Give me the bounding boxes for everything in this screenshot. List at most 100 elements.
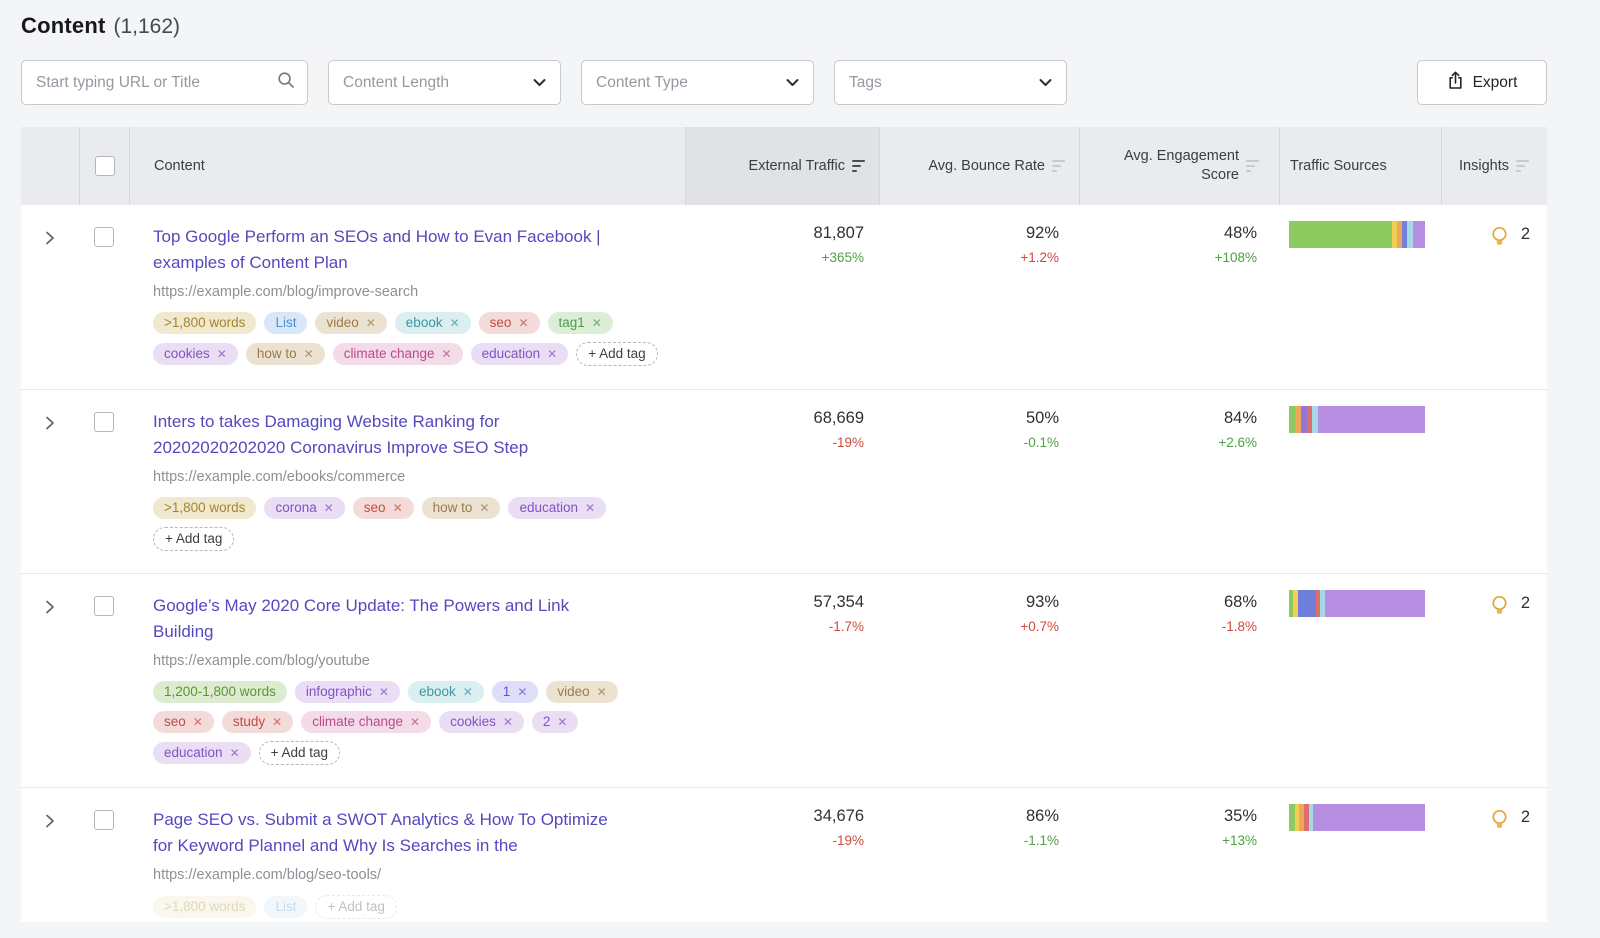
tag-label: >1,800 words: [164, 315, 245, 330]
remove-tag-icon[interactable]: ✕: [442, 347, 452, 361]
sort-icon[interactable]: [1516, 160, 1529, 173]
tag-pill[interactable]: how to✕: [422, 497, 501, 519]
remove-tag-icon[interactable]: ✕: [592, 316, 602, 330]
row-checkbox[interactable]: [94, 596, 114, 616]
sort-icon[interactable]: [852, 160, 865, 173]
remove-tag-icon[interactable]: ✕: [304, 347, 314, 361]
tag-pill[interactable]: how to✕: [246, 343, 325, 365]
traffic-value: 57,354: [685, 593, 864, 612]
add-tag-button[interactable]: + Add tag: [576, 342, 657, 366]
column-header-engagement-score[interactable]: Avg. Engagement Score: [1079, 127, 1279, 205]
tag-pill[interactable]: List: [264, 896, 307, 918]
tag-pill[interactable]: List: [264, 312, 307, 334]
remove-tag-icon[interactable]: ✕: [557, 715, 567, 729]
tag-label: ebook: [406, 315, 443, 330]
tag-pill[interactable]: video✕: [546, 681, 617, 703]
tag-pill[interactable]: climate change✕: [333, 343, 463, 365]
content-type-label: Content Type: [596, 74, 688, 92]
tag-pill[interactable]: 1✕: [492, 681, 539, 703]
column-header-bounce-rate[interactable]: Avg. Bounce Rate: [879, 127, 1079, 205]
tag-pill[interactable]: ebook ✕: [395, 312, 471, 334]
expand-row-icon[interactable]: [45, 230, 55, 389]
content-type-dropdown[interactable]: Content Type: [581, 60, 814, 105]
row-checkbox[interactable]: [94, 810, 114, 830]
page-title: Content: [21, 13, 106, 39]
tag-pill[interactable]: cookies✕: [439, 711, 524, 733]
select-all-checkbox[interactable]: [95, 156, 115, 176]
tags-dropdown[interactable]: Tags: [834, 60, 1067, 105]
remove-tag-icon[interactable]: ✕: [272, 715, 282, 729]
tag-pill[interactable]: seo✕: [479, 312, 540, 334]
remove-tag-icon[interactable]: ✕: [193, 715, 203, 729]
remove-tag-icon[interactable]: ✕: [324, 501, 334, 515]
insights-cell[interactable]: 2: [1441, 788, 1547, 922]
traffic-sources-cell: [1279, 788, 1441, 922]
remove-tag-icon[interactable]: ✕: [517, 685, 527, 699]
insights-cell[interactable]: 2: [1441, 205, 1547, 389]
traffic-change: +365%: [685, 250, 864, 265]
remove-tag-icon[interactable]: ✕: [393, 501, 403, 515]
engagement-score-cell: 84% +2.6%: [1079, 390, 1279, 573]
remove-tag-icon[interactable]: ✕: [479, 501, 489, 515]
expand-row-icon[interactable]: [45, 813, 55, 922]
search-box[interactable]: [21, 60, 308, 105]
remove-tag-icon[interactable]: ✕: [217, 347, 227, 361]
external-traffic-cell: 34,676 -19%: [685, 788, 879, 922]
expand-cell: [21, 788, 79, 922]
tag-pill[interactable]: >1,800 words: [153, 896, 256, 918]
select-cell: [79, 788, 129, 922]
sort-icon[interactable]: [1246, 160, 1259, 173]
column-label: Traffic Sources: [1290, 158, 1387, 174]
expand-row-icon[interactable]: [45, 415, 55, 573]
tag-pill[interactable]: tag1✕: [548, 312, 613, 334]
tag-pill[interactable]: >1,800 words: [153, 312, 256, 334]
insights-cell[interactable]: 2: [1441, 574, 1547, 787]
content-length-dropdown[interactable]: Content Length: [328, 60, 561, 105]
add-tag-button[interactable]: + Add tag: [315, 895, 396, 919]
remove-tag-icon[interactable]: ✕: [366, 316, 376, 330]
tag-pill[interactable]: video✕: [315, 312, 386, 334]
remove-tag-icon[interactable]: ✕: [463, 685, 473, 699]
tag-pill[interactable]: 1,200-1,800 words: [153, 681, 287, 703]
column-label: External Traffic: [749, 158, 845, 174]
tag-pill[interactable]: education✕: [508, 497, 606, 519]
expand-row-icon[interactable]: [45, 599, 55, 787]
tag-pill[interactable]: cookies✕: [153, 343, 238, 365]
tag-pill[interactable]: infographic✕: [295, 681, 400, 703]
tag-pill[interactable]: >1,800 words: [153, 497, 256, 519]
remove-tag-icon[interactable]: ✕: [597, 685, 607, 699]
export-button[interactable]: Export: [1417, 60, 1547, 105]
remove-tag-icon[interactable]: ✕: [230, 746, 240, 760]
tag-pill[interactable]: education✕: [471, 343, 569, 365]
sort-icon[interactable]: [1052, 160, 1065, 173]
column-header-insights[interactable]: Insights: [1441, 127, 1547, 205]
row-checkbox[interactable]: [94, 227, 114, 247]
tag-label: study: [233, 714, 265, 729]
add-tag-button[interactable]: + Add tag: [153, 527, 234, 551]
remove-tag-icon[interactable]: ✕: [410, 715, 420, 729]
tag-pill[interactable]: study ✕: [222, 711, 293, 733]
content-title-link[interactable]: Page SEO vs. Submit a SWOT Analytics & H…: [153, 807, 623, 859]
tag-pill[interactable]: ebook✕: [408, 681, 484, 703]
add-tag-button[interactable]: + Add tag: [259, 741, 340, 765]
search-input[interactable]: [36, 74, 277, 92]
remove-tag-icon[interactable]: ✕: [585, 501, 595, 515]
content-title-link[interactable]: Top Google Perform an SEOs and How to Ev…: [153, 224, 623, 276]
tag-pill[interactable]: 2✕: [532, 711, 579, 733]
bounce-change: +0.7%: [879, 619, 1059, 634]
content-title-link[interactable]: Inters to takes Damaging Website Ranking…: [153, 409, 623, 461]
tag-pill[interactable]: education✕: [153, 742, 251, 764]
remove-tag-icon[interactable]: ✕: [379, 685, 389, 699]
row-checkbox[interactable]: [94, 412, 114, 432]
tag-pill[interactable]: seo✕: [153, 711, 214, 733]
content-title-link[interactable]: Google’s May 2020 Core Update: The Power…: [153, 593, 623, 645]
column-header-external-traffic[interactable]: External Traffic: [685, 127, 879, 205]
tag-pill[interactable]: corona✕: [264, 497, 344, 519]
remove-tag-icon[interactable]: ✕: [518, 316, 528, 330]
tag-pill[interactable]: seo✕: [353, 497, 414, 519]
column-label: Insights: [1459, 158, 1509, 174]
tag-pill[interactable]: climate change✕: [301, 711, 431, 733]
remove-tag-icon[interactable]: ✕: [450, 316, 460, 330]
remove-tag-icon[interactable]: ✕: [547, 347, 557, 361]
remove-tag-icon[interactable]: ✕: [503, 715, 513, 729]
